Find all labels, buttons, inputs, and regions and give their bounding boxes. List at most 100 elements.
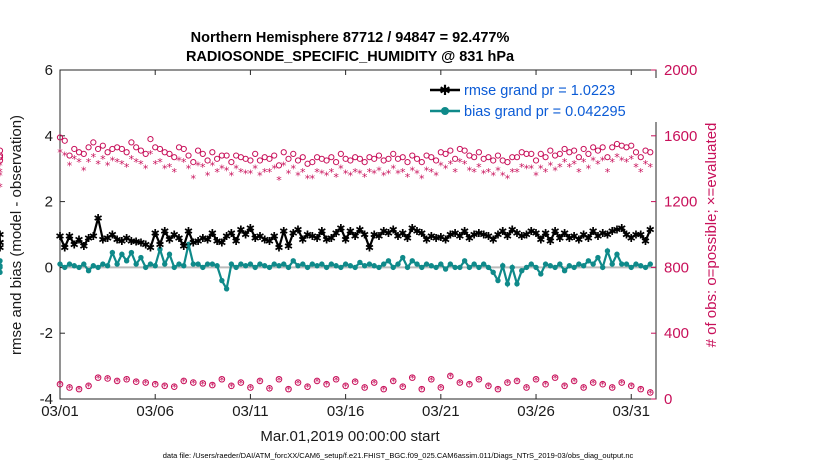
rmse-point: ✱ bbox=[565, 232, 574, 245]
bias-point bbox=[547, 263, 554, 269]
obs-low-possible-point bbox=[380, 385, 388, 393]
obs-low-evaluated-point: * bbox=[391, 377, 396, 388]
rmse-point: ✱ bbox=[517, 230, 526, 243]
obs-possible-point bbox=[590, 144, 597, 151]
obs-evaluated-point: * bbox=[119, 158, 125, 171]
obs-possible-point bbox=[328, 154, 335, 161]
rmse-point: ✱ bbox=[608, 225, 617, 238]
obs-low-evaluated-point: * bbox=[410, 374, 415, 385]
obs-low-possible-point bbox=[123, 375, 130, 383]
obs-low-evaluated-point: * bbox=[115, 377, 120, 388]
obs-low-evaluated-point: * bbox=[476, 375, 481, 386]
obs-evaluated-point: * bbox=[514, 166, 520, 179]
obs-possible-point bbox=[461, 147, 468, 154]
rmse-point: ✱ bbox=[193, 235, 202, 248]
obs-possible-point bbox=[61, 137, 68, 144]
rmse-point: ✱ bbox=[132, 236, 141, 249]
rmse-point: ✱ bbox=[122, 232, 131, 245]
y-axis-label: rmse and bias (model - observation) bbox=[8, 115, 25, 355]
obs-low-possible-point bbox=[532, 375, 540, 383]
bias-point bbox=[309, 261, 316, 267]
rmse-point: ✱ bbox=[622, 229, 631, 242]
bias-point bbox=[300, 261, 306, 267]
obs-low-evaluated-point: * bbox=[305, 383, 310, 394]
obs-low-evaluated-point: * bbox=[200, 379, 205, 390]
rmse-point: ✱ bbox=[151, 227, 160, 240]
obs-possible-point bbox=[309, 159, 316, 166]
obs-low-possible-point bbox=[542, 380, 549, 388]
obs-low-possible-point bbox=[408, 374, 416, 381]
rmse-point: ✱ bbox=[255, 230, 264, 243]
rmse-point: ✱ bbox=[460, 225, 469, 238]
obs-evaluated-point: * bbox=[181, 156, 187, 169]
rmse-point: ✱ bbox=[270, 230, 279, 243]
bias-point bbox=[0, 258, 3, 264]
bias-point bbox=[590, 261, 596, 267]
obs-low-evaluated-point: * bbox=[172, 383, 177, 394]
bias-point bbox=[528, 261, 534, 267]
obs-possible-point bbox=[609, 144, 616, 151]
bias-point bbox=[71, 263, 77, 269]
bias-point bbox=[166, 251, 173, 257]
obs-low-possible-point bbox=[256, 377, 264, 385]
obs-low-possible-point bbox=[85, 382, 92, 390]
obs-low-possible-point bbox=[266, 385, 273, 392]
obs-evaluated-point: * bbox=[0, 166, 3, 179]
obs-evaluated-point: * bbox=[262, 166, 268, 179]
obs-possible-point bbox=[494, 152, 502, 159]
obs-low-evaluated-point: * bbox=[505, 379, 510, 390]
rmse-point: ✱ bbox=[451, 227, 460, 240]
bias-point bbox=[228, 261, 235, 267]
obs-possible-point bbox=[323, 157, 330, 164]
rmse-point: ✱ bbox=[484, 230, 493, 243]
bias-point bbox=[133, 261, 139, 267]
obs-low-possible-point bbox=[361, 384, 368, 391]
rmse-point: ✱ bbox=[241, 229, 250, 242]
rmse-point: ✱ bbox=[393, 230, 402, 243]
bias-point bbox=[142, 264, 149, 271]
obs-low-evaluated-point: * bbox=[534, 375, 539, 386]
rmse-point: ✱ bbox=[113, 233, 122, 246]
bias-point bbox=[285, 264, 292, 271]
bias-point bbox=[190, 261, 196, 267]
obs-evaluated-point: * bbox=[381, 169, 387, 182]
obs-evaluated-point: * bbox=[619, 154, 625, 167]
obs-possible-point bbox=[194, 147, 202, 154]
obs-evaluated-point: * bbox=[400, 166, 406, 179]
obs-evaluated-point: * bbox=[638, 166, 644, 179]
rmse-point: ✱ bbox=[79, 240, 88, 253]
bias-point bbox=[404, 264, 411, 271]
obs-possible-point bbox=[213, 155, 221, 162]
obs-possible-point bbox=[256, 157, 264, 164]
obs-low-possible-point bbox=[66, 384, 73, 391]
bias-point bbox=[423, 261, 430, 267]
obs-low-evaluated-point: * bbox=[467, 380, 472, 391]
obs-low-possible-point bbox=[285, 385, 292, 393]
obs-possible-point bbox=[637, 154, 644, 161]
obs-possible-point bbox=[647, 149, 654, 156]
bias-point bbox=[571, 264, 577, 271]
bias-point bbox=[457, 264, 463, 271]
obs-low-evaluated-point: * bbox=[267, 384, 272, 395]
rmse-point: ✱ bbox=[251, 232, 260, 245]
obs-possible-point bbox=[428, 154, 435, 161]
obs-low-possible-point bbox=[323, 380, 330, 388]
bias-point bbox=[452, 264, 458, 271]
obs-possible-point bbox=[71, 145, 78, 153]
obs-low-evaluated-point: * bbox=[429, 375, 434, 386]
bias-point bbox=[81, 261, 87, 267]
obs-possible-point bbox=[561, 145, 568, 153]
obs-evaluated-point: * bbox=[562, 156, 568, 169]
bias-point bbox=[152, 263, 158, 269]
obs-low-possible-point bbox=[551, 374, 559, 381]
obs-possible-point bbox=[556, 150, 563, 157]
rmse-point: ✱ bbox=[422, 233, 431, 246]
obs-evaluated-point: * bbox=[338, 163, 344, 176]
obs-evaluated-point: * bbox=[286, 168, 292, 181]
obs-low-evaluated-point: * bbox=[629, 382, 634, 393]
x-tick-label: 03/26 bbox=[517, 403, 555, 420]
obs-low-possible-point bbox=[399, 383, 407, 390]
obs-low-evaluated-point: * bbox=[229, 382, 234, 393]
obs-evaluated-point: * bbox=[57, 146, 63, 159]
rmse-point: ✱ bbox=[498, 225, 507, 238]
